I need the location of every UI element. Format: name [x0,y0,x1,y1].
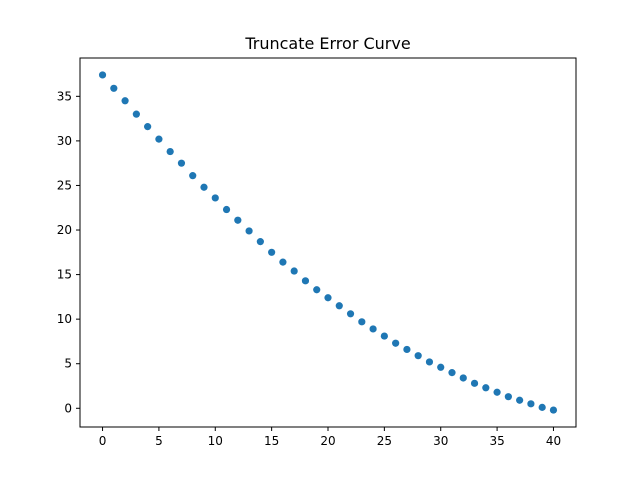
ticks-layer: 0 5 10 15 20 25 30 35 40 0 5 10 15 20 25 30 35 [57,89,561,448]
data-point [380,332,388,340]
x-tick-label: 15 [264,434,279,448]
marks-layer [98,71,558,414]
data-point [324,294,332,302]
y-tick-label: 15 [57,268,72,282]
x-tick-label: 0 [99,434,107,448]
data-point [211,194,219,202]
data-point [177,159,186,167]
data-point [403,345,411,354]
data-point [493,388,501,396]
data-point [256,238,264,246]
data-point [110,84,118,92]
plot-frame [79,57,577,428]
data-point [144,123,152,131]
data-point [459,374,467,382]
data-point [538,403,546,411]
data-point [549,406,558,414]
y-tick-label: 20 [57,223,72,237]
y-tick-label: 30 [57,134,72,148]
x-tick-label: 30 [433,434,448,448]
data-point [482,384,490,392]
data-point [189,172,197,180]
chart-title: Truncate Error Curve [244,34,410,53]
data-point [516,396,524,404]
x-tick-label: 10 [208,434,223,448]
data-point [392,339,400,347]
x-tick-label: 20 [320,434,335,448]
data-point [369,325,377,333]
data-point [121,97,129,105]
data-point [414,352,422,360]
data-point [155,135,163,143]
x-tick-label: 35 [489,434,504,448]
data-point [335,302,343,310]
data-point [504,393,512,401]
data-point [301,277,310,285]
data-point [222,205,231,214]
data-point [313,286,321,294]
y-tick-label: 10 [57,312,72,326]
data-point [527,400,535,408]
x-tick-label: 40 [546,434,561,448]
y-tick-label: 25 [57,178,72,192]
data-point [234,216,242,224]
data-point [132,110,140,118]
data-point [166,147,174,156]
data-point [448,369,456,377]
data-point [437,363,445,371]
y-tick-label: 0 [64,401,72,415]
data-point [358,318,366,326]
y-tick-label: 35 [57,89,72,103]
y-tick-label: 5 [64,357,72,371]
data-point [98,71,107,79]
x-tick-label: 25 [377,434,392,448]
data-point [245,227,253,235]
data-point [290,267,298,275]
data-point [346,310,355,318]
x-tick-label: 5 [155,434,163,448]
data-point [279,258,287,266]
data-point [268,248,276,256]
data-point [470,379,479,387]
data-point [425,358,434,366]
data-point [200,183,208,191]
